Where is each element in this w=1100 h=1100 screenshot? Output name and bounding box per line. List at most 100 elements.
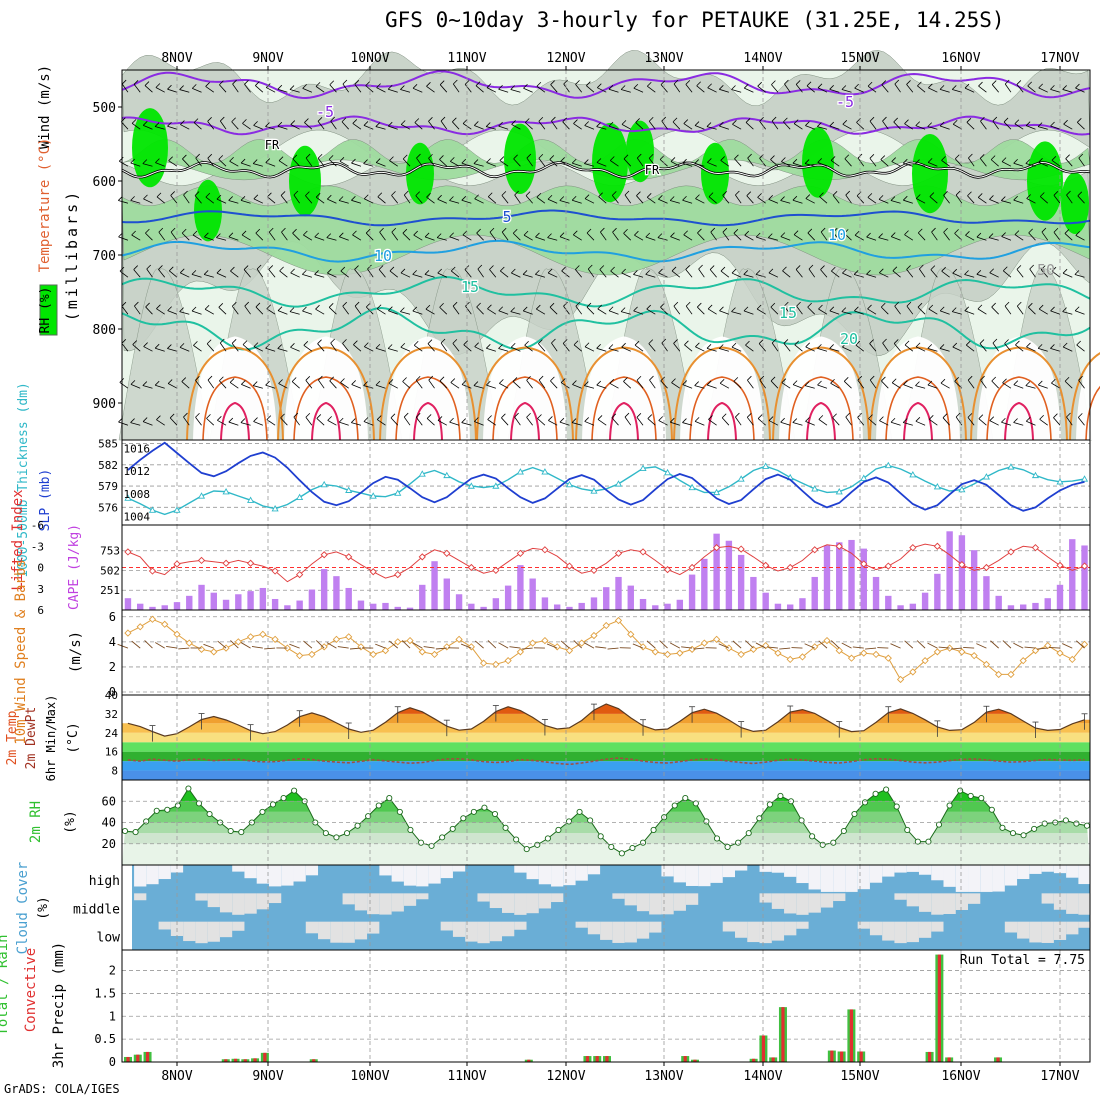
wind-barb — [1013, 199, 1024, 204]
wind-barb-flag — [1025, 121, 1031, 126]
rh-marker — [1020, 832, 1027, 839]
wind-speed-marker — [320, 643, 328, 651]
ylabel-thickness: 1000-500mb Thickness (dm) — [16, 382, 31, 578]
rh-marker — [618, 850, 625, 857]
wind-barb-flag — [204, 304, 210, 310]
wind-barb — [486, 384, 496, 389]
wind-barb — [390, 417, 399, 426]
wind-barb-flag — [475, 81, 481, 86]
thickness-marker — [1056, 478, 1064, 485]
wind-barb — [831, 270, 840, 278]
lifted-index-marker — [982, 563, 991, 572]
isotherm-25 — [575, 346, 673, 441]
rh-marker — [491, 810, 499, 818]
surface-wind-barb — [804, 643, 815, 649]
wind-barb-flag — [501, 227, 507, 233]
wind-speed-marker — [798, 653, 807, 661]
wind-barb-flag — [648, 339, 654, 344]
wind-barb-flag — [599, 265, 605, 270]
wind-barb — [1062, 311, 1073, 315]
wind-barb — [832, 195, 840, 204]
wind-barb-flag — [881, 80, 887, 85]
wind-barb — [597, 419, 607, 426]
chart-title: GFS 0~10day 3-hourly for PETAUKE (31.25E… — [385, 8, 1005, 32]
wind-barb-flag — [167, 306, 172, 311]
cloud-cell — [575, 921, 588, 928]
wind-barb-flag — [216, 194, 222, 200]
isotherm-30 — [689, 376, 755, 441]
wind-barb-flag — [743, 83, 749, 89]
x-tick-label-top: 11NOV — [447, 51, 486, 66]
wind-barb-flag — [658, 268, 663, 274]
cape-bar — [1056, 584, 1064, 610]
cloud-cell — [514, 921, 527, 930]
wind-barb — [682, 384, 693, 389]
wind-barb — [842, 272, 852, 278]
cloud-cell — [784, 893, 797, 914]
wind-barb-flag — [682, 380, 688, 385]
cape-bar — [492, 598, 500, 610]
wind-barb-flag — [415, 412, 421, 418]
wind-barb — [660, 380, 668, 389]
wind-barb-flag — [869, 375, 875, 381]
wind-barb-flag — [1064, 376, 1070, 382]
x-tick-label-top: 14NOV — [743, 51, 782, 66]
thickness-marker — [737, 475, 745, 482]
precip-convective-bar — [927, 1051, 932, 1062]
rh-marker — [840, 827, 847, 835]
cloud-cell — [1029, 865, 1042, 874]
rh-marker — [904, 826, 911, 833]
wind-barb-flag — [559, 196, 565, 201]
wind-barb — [794, 344, 803, 352]
wind-barb — [878, 237, 889, 241]
surface-wind-barb — [659, 640, 668, 649]
wind-barb-flag — [954, 154, 960, 160]
wind-barb-flag — [584, 159, 589, 164]
cloud-cell — [330, 921, 343, 943]
y2-tick-label: 502 — [100, 564, 120, 577]
temp-band — [122, 704, 1090, 705]
wind-barb-flag — [437, 194, 442, 200]
rh-marker — [1062, 817, 1069, 824]
wind-barb — [195, 380, 202, 389]
wind-barb-flag — [829, 306, 835, 312]
wind-barb-flag — [511, 120, 516, 125]
rh-marker — [957, 787, 964, 794]
surface-wind-barb — [315, 640, 325, 649]
wind-barb — [426, 196, 435, 204]
cloud-cell — [268, 865, 282, 887]
wind-barb-flag — [805, 121, 810, 126]
wind-barb-flag — [440, 338, 446, 344]
wind-barb — [854, 310, 864, 315]
wind-barb-flag — [413, 230, 418, 236]
wind-barb-flag — [952, 342, 958, 348]
rh-marker — [650, 826, 657, 833]
wind-barb-flag — [781, 157, 786, 162]
wind-barb-flag — [415, 191, 421, 196]
rh-marker — [206, 810, 213, 818]
wind-barb-flag — [400, 342, 406, 348]
wind-barb-flag — [608, 121, 614, 127]
wind-barb — [1001, 236, 1012, 241]
wind-barb — [278, 160, 288, 167]
wind-barb — [841, 311, 852, 315]
wind-barb — [538, 121, 546, 130]
wind-barb — [584, 385, 595, 389]
wind-barb-flag — [610, 266, 615, 272]
wind-speed-marker — [884, 654, 892, 662]
wind-barb — [400, 89, 411, 93]
wind-barb-flag — [906, 265, 911, 270]
cloud-level-label: middle — [73, 902, 120, 917]
wind-barb — [1062, 272, 1073, 278]
wind-barb-flag — [648, 116, 654, 122]
cloud-cell — [1041, 893, 1054, 904]
wind-barb — [903, 384, 913, 389]
isotherm-25 — [772, 346, 870, 441]
wind-barb — [219, 84, 227, 93]
cloud-cell — [232, 893, 245, 915]
wind-barb — [1038, 308, 1048, 315]
wind-barb — [1025, 385, 1036, 389]
surface-wind-barb — [1062, 643, 1073, 649]
wind-barb-flag — [608, 85, 614, 90]
temp-line — [127, 703, 1085, 737]
